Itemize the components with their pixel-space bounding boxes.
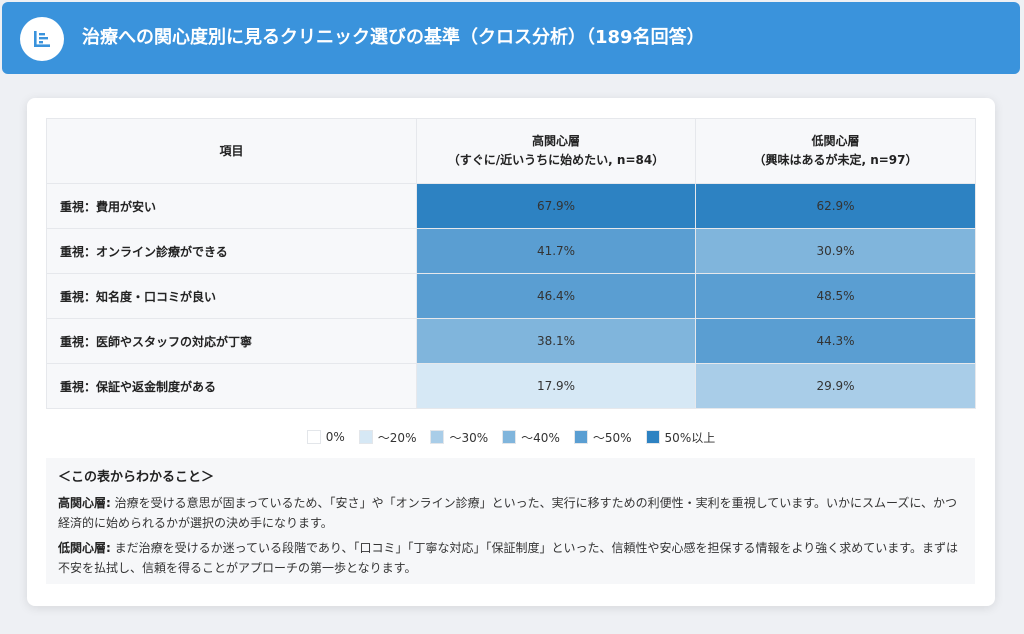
color-legend: 0% 〜20% 〜30% 〜40% 〜50% 50%以上	[27, 428, 995, 446]
legend-swatch	[430, 430, 445, 444]
heatmap-cell: 62.9%	[695, 183, 976, 229]
table-row: 重視：知名度・口コミが良い 46.4% 48.5%	[46, 273, 976, 319]
heatmap-cell: 44.3%	[695, 318, 976, 364]
legend-item: 〜30%	[430, 429, 488, 446]
legend-swatch	[306, 430, 321, 444]
insights-title: ＜この表からわかること＞	[58, 470, 215, 485]
legend-label: 〜50%	[592, 430, 632, 445]
row-label: 重視：知名度・口コミが良い	[46, 273, 417, 319]
col-high-sub: （すぐに/近いうちに始めたい, n=84）	[447, 153, 665, 167]
legend-swatch	[502, 430, 517, 444]
legend-label: 〜20%	[377, 430, 417, 445]
col-header-high: 高関心層 （すぐに/近いうちに始めたい, n=84）	[416, 118, 696, 184]
insight-low-label: 低関心層:	[58, 541, 111, 555]
legend-item: 〜20%	[358, 429, 417, 446]
legend-swatch	[645, 430, 660, 444]
heatmap-cell: 29.9%	[695, 363, 976, 409]
col-header-item: 項目	[46, 118, 417, 184]
legend-label: 〜40%	[521, 430, 560, 445]
row-label: 重視：オンライン診療ができる	[46, 228, 417, 274]
insights-box: ＜この表からわかること＞ 高関心層: 治療を受ける意思が固まっているため、「安さ…	[46, 458, 975, 584]
heatmap-cell: 30.9%	[695, 228, 976, 274]
page-header: 治療への関心度別に見るクリニック選びの基準（クロス分析）（189名回答）	[2, 2, 1020, 74]
col-low-sub: （興味はあるが未定, n=97）	[753, 153, 918, 167]
heatmap-cell: 17.9%	[416, 363, 696, 409]
row-label: 重視：保証や返金制度がある	[46, 363, 417, 409]
table-row: 重視：保証や返金制度がある 17.9% 29.9%	[46, 363, 976, 409]
table-header-row: 項目 高関心層 （すぐに/近いうちに始めたい, n=84） 低関心層 （興味はあ…	[46, 118, 976, 184]
legend-label: 0%	[325, 430, 345, 444]
legend-item: 〜50%	[573, 429, 632, 446]
insight-high-text: 治療を受ける意思が固まっているため、「安さ」や「オンライン診療」といった、実行に…	[58, 496, 958, 530]
legend-label: 〜30%	[449, 430, 489, 445]
report-card: 項目 高関心層 （すぐに/近いうちに始めたい, n=84） 低関心層 （興味はあ…	[27, 98, 995, 606]
legend-label: 50%以上	[664, 430, 716, 445]
heatmap-cell: 41.7%	[416, 228, 696, 274]
row-label: 重視：医師やスタッフの対応が丁寧	[46, 318, 417, 364]
table-row: 重視：費用が安い 67.9% 62.9%	[46, 183, 976, 229]
heatmap-cell: 38.1%	[416, 318, 696, 364]
col-header-low: 低関心層 （興味はあるが未定, n=97）	[695, 118, 976, 184]
legend-swatch	[358, 430, 373, 444]
legend-swatch	[573, 430, 588, 444]
col-high-title: 高関心層	[531, 134, 580, 148]
heatmap-cell: 48.5%	[695, 273, 976, 319]
insight-low: 低関心層: まだ治療を受けるか迷っている段階であり、「口コミ」「丁寧な対応」「保…	[58, 538, 963, 578]
row-label: 重視：費用が安い	[46, 183, 417, 229]
page-title: 治療への関心度別に見るクリニック選びの基準（クロス分析）（189名回答）	[82, 27, 705, 48]
insight-high-label: 高関心層:	[58, 496, 111, 510]
heatmap-cell: 46.4%	[416, 273, 696, 319]
legend-item: 50%以上	[645, 429, 716, 446]
col-low-title: 低関心層	[811, 134, 860, 148]
insight-high: 高関心層: 治療を受ける意思が固まっているため、「安さ」や「オンライン診療」とい…	[58, 493, 963, 533]
heatmap-cell: 67.9%	[416, 183, 696, 229]
legend-item: 0%	[306, 430, 345, 444]
table-row: 重視：オンライン診療ができる 41.7% 30.9%	[46, 228, 976, 274]
bar-list-icon	[20, 17, 64, 61]
legend-item: 〜40%	[502, 429, 560, 446]
insight-low-text: まだ治療を受けるか迷っている段階であり、「口コミ」「丁寧な対応」「保証制度」とい…	[58, 541, 959, 575]
cross-table: 項目 高関心層 （すぐに/近いうちに始めたい, n=84） 低関心層 （興味はあ…	[46, 118, 976, 409]
table-row: 重視：医師やスタッフの対応が丁寧 38.1% 44.3%	[46, 318, 976, 364]
